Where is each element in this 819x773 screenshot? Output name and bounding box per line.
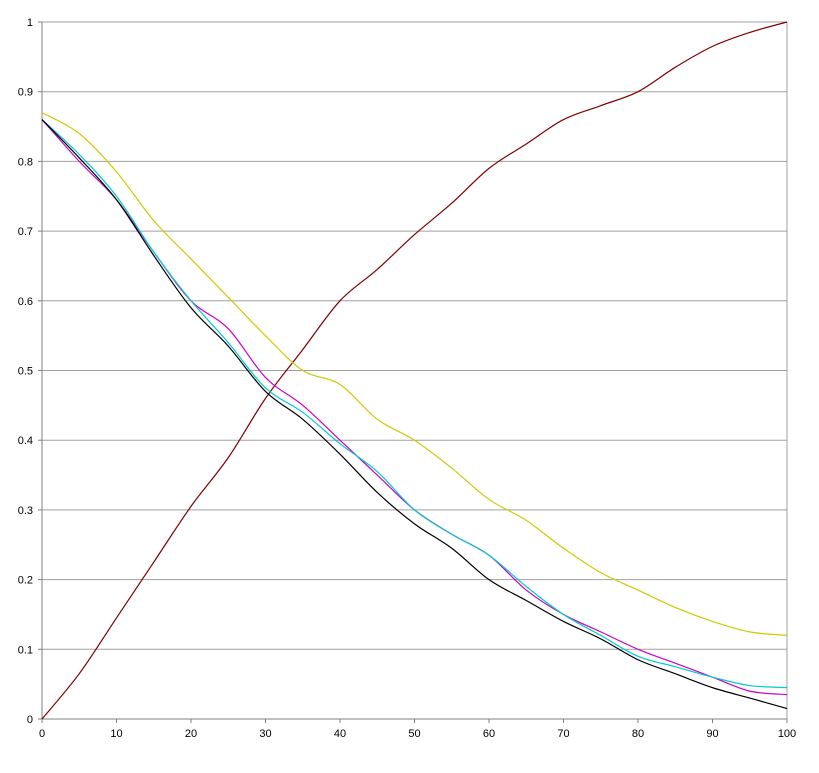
y-tick-label-1: 0.1 (18, 644, 33, 656)
y-tick-label-7: 0.7 (18, 226, 33, 238)
series-line-0 (41, 21, 788, 720)
y-tick-label-0: 0 (27, 714, 33, 726)
y-tick-label-2: 0.2 (18, 575, 33, 587)
y-tick-label-5: 0.5 (18, 366, 33, 378)
axis-layer (38, 21, 788, 723)
series-line-3 (41, 119, 788, 689)
y-tick-label-6: 0.6 (18, 296, 33, 308)
grid-layer (42, 21, 788, 719)
x-tick-label-8: 80 (632, 728, 644, 740)
series-layer (41, 21, 788, 720)
y-tick-label-10: 1 (27, 17, 33, 29)
y-tick-label-3: 0.3 (18, 505, 33, 517)
y-tick-label-4: 0.4 (18, 435, 33, 447)
x-tick-label-5: 50 (408, 728, 420, 740)
series-line-1 (41, 112, 788, 636)
x-tick-label-0: 0 (39, 728, 45, 740)
x-tick-label-9: 90 (706, 728, 718, 740)
y-tick-label-9: 0.9 (18, 87, 33, 99)
x-tick-label-2: 20 (185, 728, 197, 740)
series-line-4 (41, 119, 788, 710)
series-line-2 (41, 119, 788, 696)
x-tick-label-3: 30 (259, 728, 271, 740)
tick-label-layer: 00.10.20.30.40.50.60.70.80.910 10 20 30 40 50… (18, 17, 796, 740)
x-tick-label-10: 100 (778, 728, 796, 740)
x-tick-label-4: 40 (334, 728, 346, 740)
x-tick-label-6: 60 (483, 728, 495, 740)
y-tick-label-8: 0.8 (18, 156, 33, 168)
x-tick-label-7: 70 (557, 728, 569, 740)
x-tick-label-1: 10 (110, 728, 122, 740)
